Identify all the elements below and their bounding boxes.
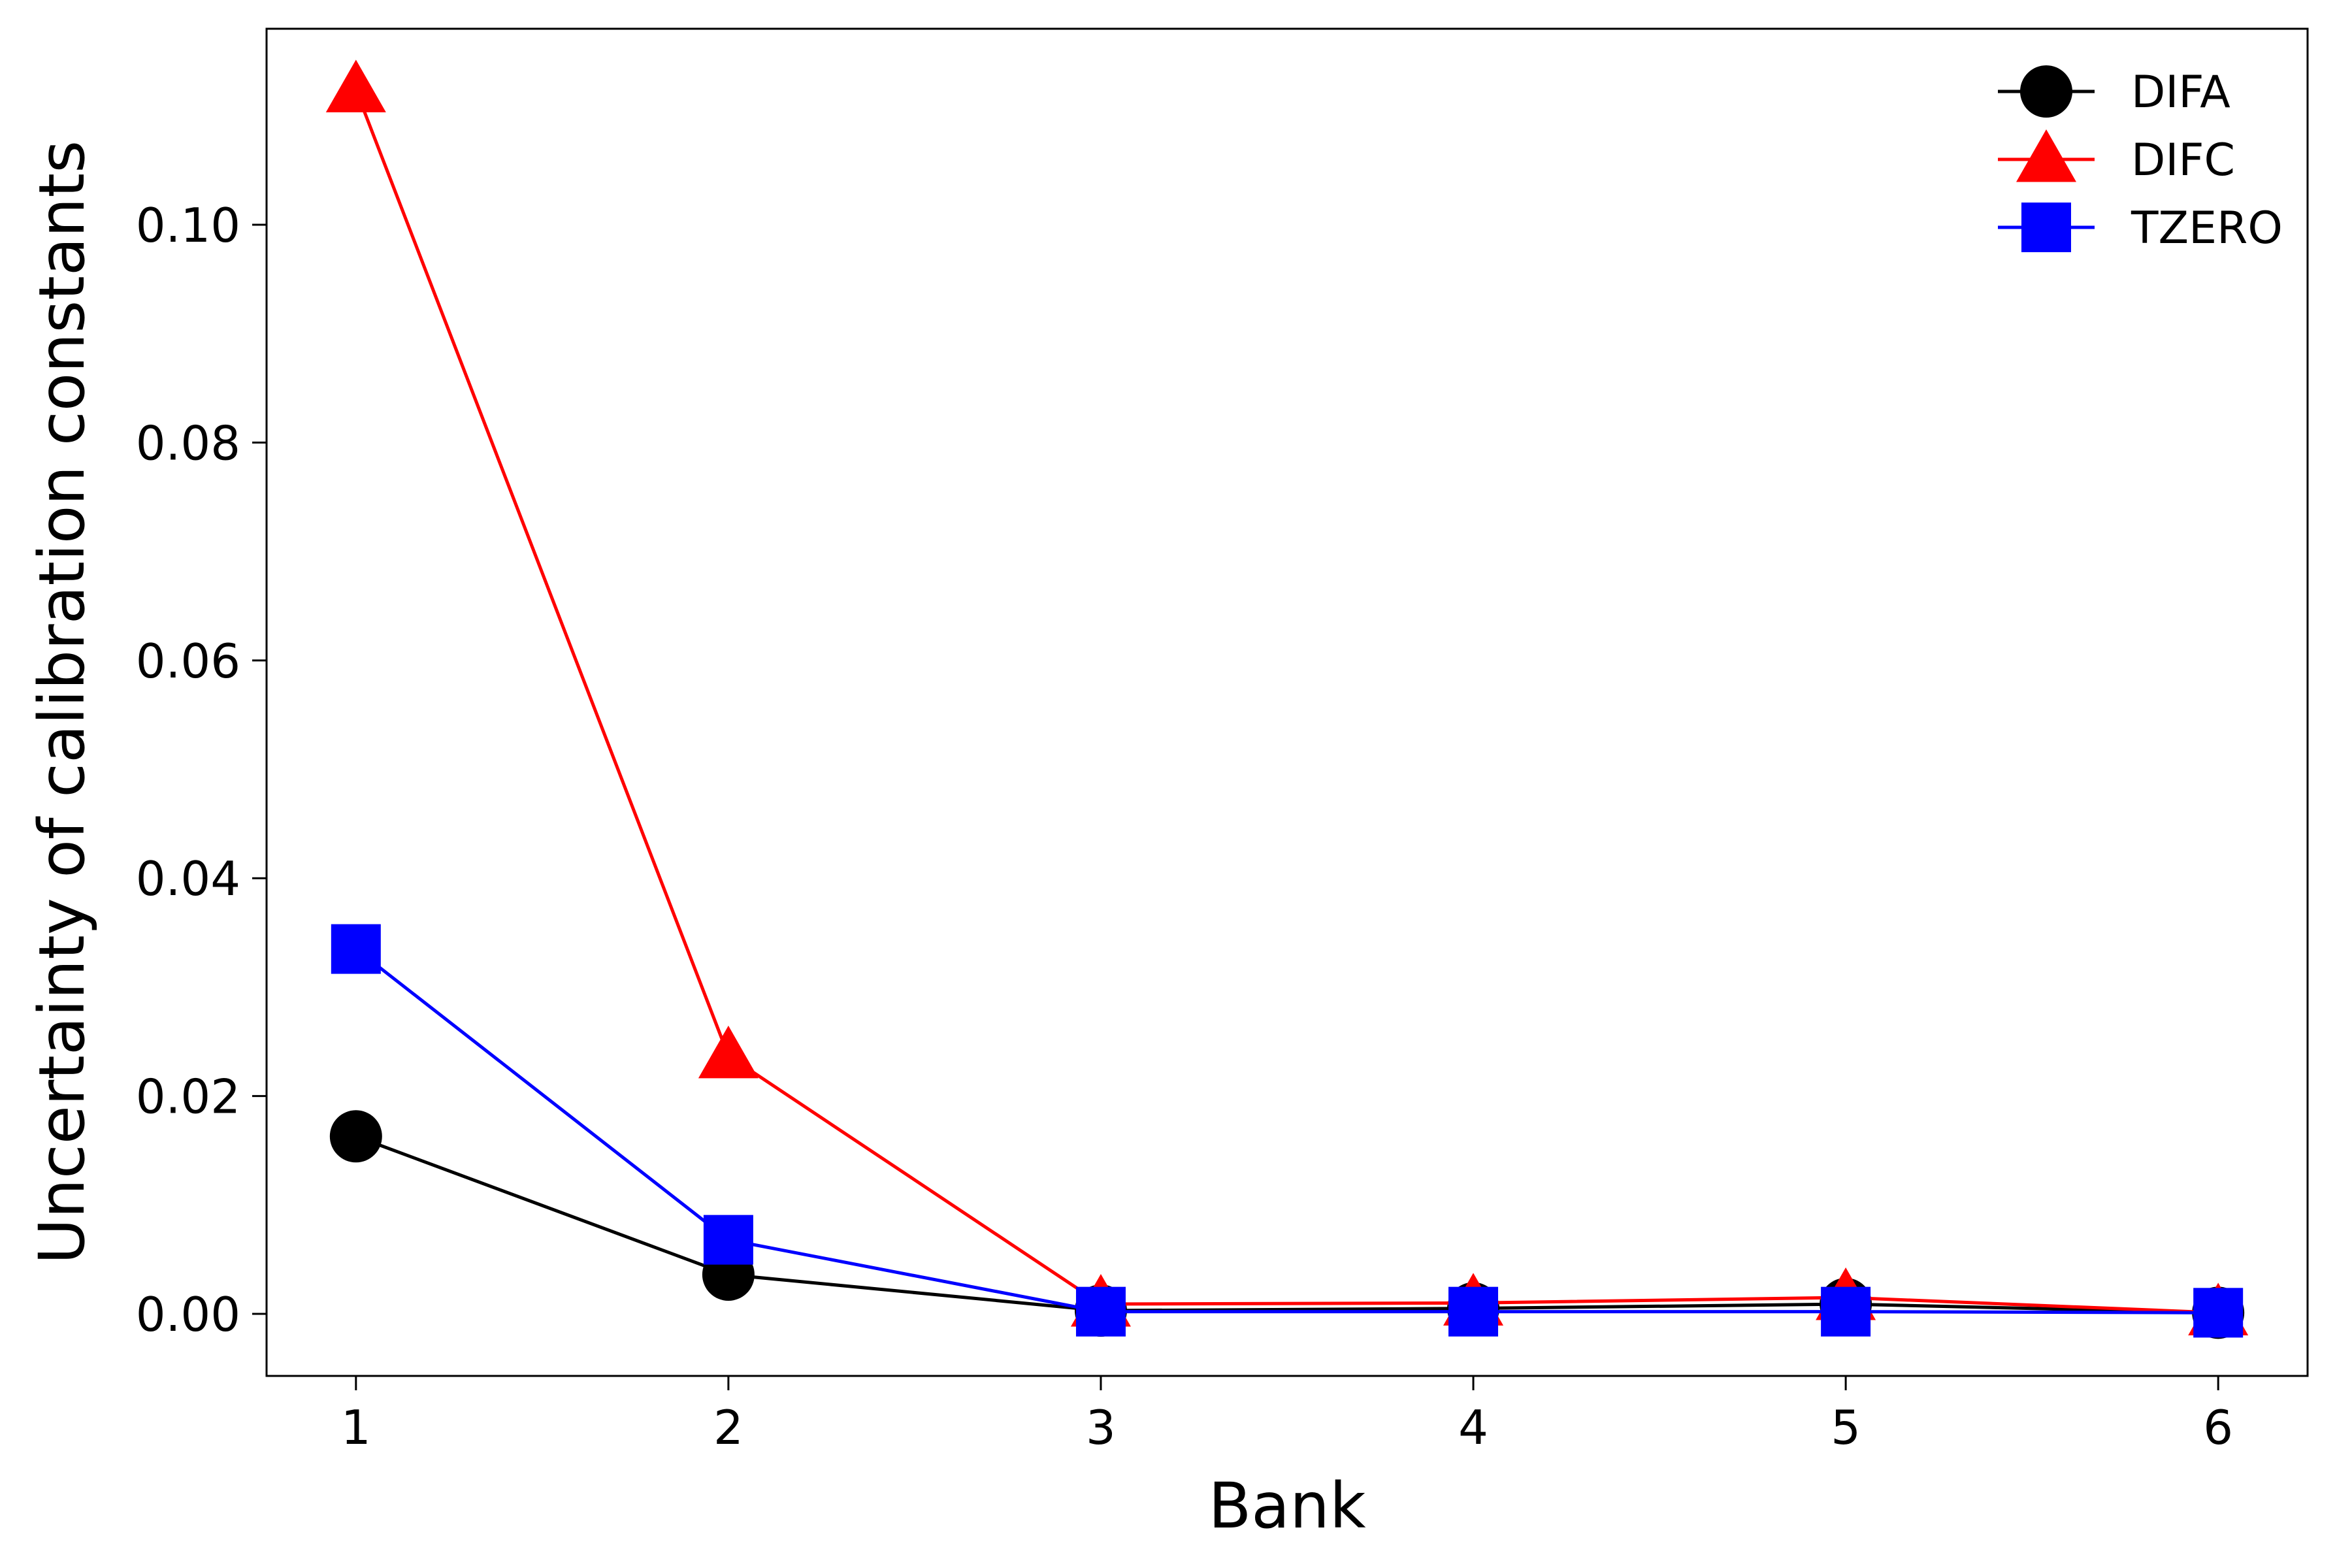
x-axis-label: Bank [1208, 1469, 1366, 1543]
data-point-tzero [1821, 1286, 1871, 1337]
legend-item-difa: DIFA [1998, 65, 2230, 118]
x-tick-label: 1 [341, 1400, 371, 1455]
y-tick-label: 0.02 [136, 1070, 240, 1124]
y-tick-label: 0.10 [136, 198, 240, 253]
data-point-tzero [703, 1215, 753, 1265]
x-tick-label: 4 [1458, 1400, 1488, 1455]
legend-marker-tzero [2021, 203, 2071, 252]
data-point-tzero [1448, 1286, 1499, 1337]
data-point-tzero [2193, 1288, 2244, 1338]
legend-marker-difc [2016, 129, 2076, 182]
x-tick-label: 3 [1086, 1400, 1116, 1455]
y-tick-label: 0.06 [136, 634, 240, 689]
data-point-difc [698, 1025, 759, 1079]
series-line-tzero [355, 947, 2219, 1315]
data-point-tzero [331, 924, 381, 974]
y-tick-label: 0.08 [136, 416, 240, 470]
x-tick-label: 5 [1831, 1400, 1861, 1455]
x-axis: 1 2 3 4 5 6 [341, 1376, 2233, 1455]
legend-label-difc: DIFC [2131, 135, 2235, 186]
legend-label-difa: DIFA [2131, 67, 2230, 118]
data-point-difc [325, 59, 386, 112]
legend-marker-difa [2020, 65, 2072, 118]
y-tick-label: 0.00 [136, 1287, 240, 1342]
x-tick-label: 2 [713, 1400, 743, 1455]
data-point-tzero [1075, 1286, 1126, 1337]
x-tick-label: 6 [2203, 1400, 2233, 1455]
data-point-difa [329, 1110, 382, 1163]
series-line-difa [355, 1134, 2219, 1315]
y-tick-label: 0.04 [136, 851, 240, 906]
series-line-difc [354, 89, 2219, 1315]
series-layer [325, 59, 2249, 1339]
y-axis: 0.00 0.02 0.04 0.06 0.08 0.10 [136, 198, 267, 1342]
legend: DIFA DIFC TZERO [1998, 65, 2283, 254]
plot-frame [265, 27, 2309, 1377]
legend-item-difc: DIFC [1998, 129, 2235, 186]
legend-label-tzero: TZERO [2131, 203, 2283, 254]
y-axis-label: Uncertainty of calibration constants [25, 140, 99, 1264]
legend-item-tzero: TZERO [1998, 203, 2283, 254]
series-tzero [331, 924, 2244, 1338]
